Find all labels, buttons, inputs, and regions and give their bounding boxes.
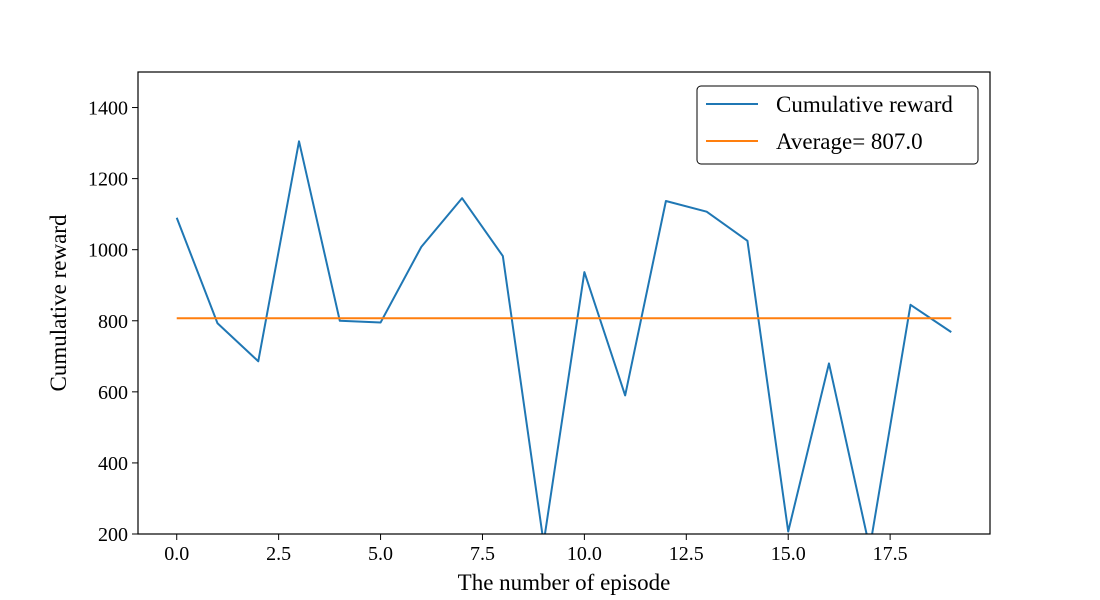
y-axis-label: Cumulative reward (46, 214, 71, 391)
x-tick-label: 7.5 (470, 543, 495, 565)
x-tick-label: 17.5 (873, 543, 908, 565)
y-tick-label: 1000 (88, 240, 128, 262)
y-tick-label: 600 (98, 382, 128, 404)
y-tick-label: 800 (98, 311, 128, 333)
x-tick-label: 12.5 (669, 543, 704, 565)
x-tick-label: 15.0 (771, 543, 806, 565)
legend-label-2: Average= 807.0 (776, 129, 923, 154)
x-tick-label: 10.0 (567, 543, 602, 565)
x-axis: 0.0 2.5 5.0 7.5 10.0 12.5 15.0 17.5 (164, 534, 908, 565)
x-tick-label: 0.0 (164, 543, 189, 565)
series-line-1 (175, 140, 952, 534)
legend: Cumulative reward Average= 807.0 (696, 85, 979, 165)
y-tick-label: 200 (98, 524, 128, 546)
x-tick-label: 5.0 (368, 543, 393, 565)
x-axis-label: The number of episode (458, 570, 671, 595)
y-tick-label: 1400 (88, 98, 128, 120)
legend-label-1: Cumulative reward (776, 92, 953, 117)
plot-frame (137, 71, 991, 535)
y-axis: 200 400 600 800 1000 1200 1400 (88, 98, 138, 546)
legend-box (696, 85, 979, 165)
y-tick-label: 400 (98, 453, 128, 475)
y-tick-label: 1200 (88, 169, 128, 191)
x-tick-label: 2.5 (266, 543, 291, 565)
series-layer (175, 140, 952, 534)
